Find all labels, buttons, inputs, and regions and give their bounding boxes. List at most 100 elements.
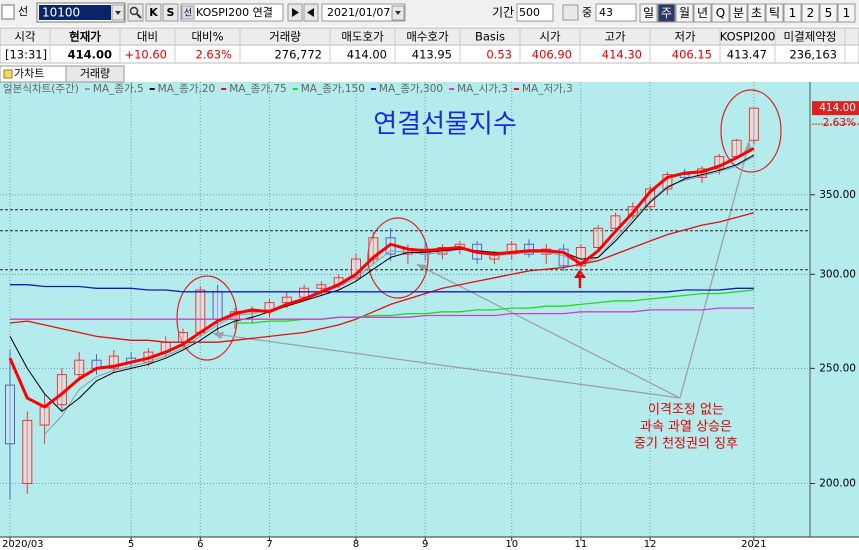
zoom-input[interactable] bbox=[595, 3, 637, 22]
quote-value: 0.53 bbox=[486, 48, 512, 62]
quote-value: 406.15 bbox=[672, 48, 712, 62]
column-header: 현재가 bbox=[69, 30, 101, 44]
quote-value: 414.00 bbox=[347, 48, 387, 62]
period-button[interactable] bbox=[657, 3, 676, 23]
quote-value: 276,772 bbox=[274, 48, 322, 62]
pointer bbox=[679, 143, 750, 399]
period-button[interactable] bbox=[801, 3, 820, 23]
period-option[interactable]: 틱 bbox=[769, 6, 780, 20]
x-tick-label: 7 bbox=[266, 539, 272, 550]
period-option[interactable]: 1 bbox=[789, 6, 797, 20]
period-option[interactable]: 일 bbox=[643, 6, 654, 20]
period-button[interactable] bbox=[729, 3, 748, 23]
candle-body bbox=[195, 289, 206, 334]
x-tick-label: 9 bbox=[422, 539, 428, 550]
period-option[interactable]: 2 bbox=[807, 6, 815, 20]
annotation: 이격조정 없는 bbox=[648, 403, 724, 418]
period-option[interactable]: 5 bbox=[825, 6, 833, 20]
candle-body bbox=[316, 284, 327, 289]
pointer-lines bbox=[214, 143, 750, 399]
column-header: 시각 bbox=[14, 30, 36, 44]
period-label: 기간 bbox=[492, 6, 514, 20]
column-header: 미결제약정 bbox=[784, 30, 837, 44]
period-button[interactable] bbox=[837, 3, 856, 23]
change-label: 2.63% bbox=[823, 117, 856, 129]
zoom: 43 bbox=[599, 6, 613, 19]
play-icon bbox=[307, 8, 314, 17]
candle-body bbox=[610, 215, 621, 229]
legend-label: MA_종가,20 bbox=[158, 83, 216, 95]
search-icon bbox=[129, 6, 139, 16]
x-tick-label: 2020/03 bbox=[2, 539, 44, 550]
period-button[interactable] bbox=[675, 3, 694, 23]
candle-body bbox=[575, 247, 586, 267]
quote-value: 236,163 bbox=[789, 48, 837, 62]
period-option[interactable]: Q bbox=[716, 6, 725, 20]
ma-line bbox=[10, 307, 754, 320]
icon[interactable] bbox=[1, 4, 15, 20]
legend-label: MA_종가,300 bbox=[379, 83, 443, 95]
period-option[interactable]: 초 bbox=[751, 6, 762, 20]
period-button[interactable] bbox=[639, 3, 658, 23]
arrowhead bbox=[212, 332, 224, 339]
instrument-name: KOSPI200 연결 bbox=[196, 6, 273, 19]
period-button[interactable] bbox=[819, 3, 838, 23]
candle-body bbox=[731, 139, 742, 157]
tab-label[interactable]: 가차트 bbox=[14, 67, 44, 80]
tab-label[interactable]: 거래량 bbox=[80, 67, 110, 80]
toggle-button[interactable] bbox=[162, 3, 179, 22]
arrow-head bbox=[574, 269, 586, 278]
period-input[interactable] bbox=[516, 3, 554, 22]
market-label: 선 bbox=[18, 5, 28, 18]
period-option[interactable]: 년 bbox=[697, 6, 708, 20]
tab-icon bbox=[3, 69, 13, 79]
price-tag bbox=[812, 101, 859, 116]
candle-body bbox=[74, 359, 85, 376]
badge bbox=[181, 5, 195, 20]
column-header: KOSPI200 bbox=[720, 30, 776, 44]
toggle-button[interactable] bbox=[145, 3, 162, 22]
column-header: 매도호가 bbox=[341, 30, 384, 44]
period-option[interactable]: 분 bbox=[733, 6, 744, 20]
icon-button[interactable] bbox=[562, 4, 579, 21]
badge-label: 선 bbox=[184, 8, 192, 19]
candle-body bbox=[281, 296, 292, 304]
column-header: 고가 bbox=[604, 30, 626, 44]
period-option[interactable]: 1 bbox=[843, 6, 851, 20]
candle-body bbox=[212, 291, 223, 320]
quote-value: 413.95 bbox=[412, 48, 452, 62]
x-tick-label: 2021 bbox=[741, 539, 766, 550]
x-tick-label: 6 bbox=[197, 539, 203, 550]
ma-line bbox=[9, 154, 755, 412]
period-button[interactable] bbox=[747, 3, 766, 23]
y-tick-label: 300.00 bbox=[819, 268, 856, 280]
price-tag-label: 414.00 bbox=[819, 102, 856, 114]
code: 10100 bbox=[42, 6, 80, 20]
period-option[interactable]: 주 bbox=[661, 6, 672, 20]
circle bbox=[720, 89, 782, 173]
period-button[interactable] bbox=[693, 3, 712, 23]
name-field bbox=[180, 3, 284, 22]
period-option[interactable]: 월 bbox=[679, 6, 690, 20]
chart-bg bbox=[0, 82, 859, 537]
tab[interactable] bbox=[65, 65, 125, 83]
search-icon bbox=[136, 13, 142, 19]
candle-body bbox=[108, 355, 119, 369]
column-header: 대비% bbox=[191, 30, 223, 44]
button-label[interactable]: S bbox=[167, 6, 175, 19]
candle-body bbox=[524, 243, 534, 255]
x-tick-label: 11 bbox=[575, 539, 588, 550]
code-selection bbox=[39, 5, 111, 20]
period-button[interactable] bbox=[783, 3, 802, 23]
date-field[interactable] bbox=[321, 3, 406, 22]
period-button[interactable] bbox=[765, 3, 784, 23]
ma-line bbox=[10, 284, 754, 293]
chart-title: 연결선물지수 bbox=[373, 110, 517, 140]
dropdown-arrow bbox=[115, 11, 121, 15]
button-label[interactable]: K bbox=[149, 6, 158, 19]
x-tick-label: 8 bbox=[353, 539, 359, 550]
date: 2021/01/07 bbox=[327, 6, 390, 19]
period-button[interactable] bbox=[711, 3, 730, 23]
dropdown-arrow bbox=[395, 11, 401, 15]
